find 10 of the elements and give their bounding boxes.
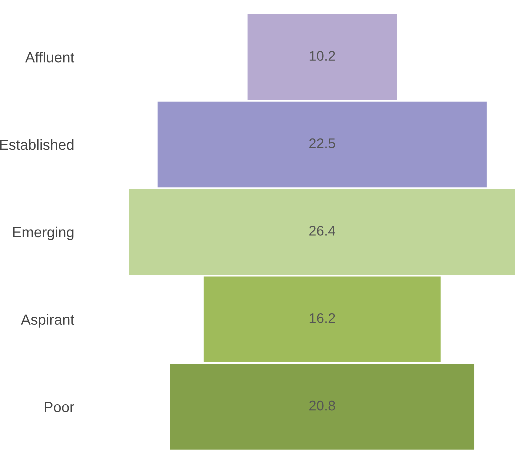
category-label: Emerging	[13, 226, 74, 240]
category-label: Aspirant	[21, 314, 75, 328]
category-label: Affluent	[25, 52, 75, 63]
data-label: 20.8	[310, 400, 336, 411]
data-label: 26.4	[310, 226, 336, 236]
category-label: Established	[0, 139, 74, 150]
category-label: Poor	[45, 402, 74, 412]
data-label: 16.2	[310, 313, 336, 324]
data-label: 10.2	[310, 51, 336, 62]
data-label: 22.5	[310, 138, 336, 148]
